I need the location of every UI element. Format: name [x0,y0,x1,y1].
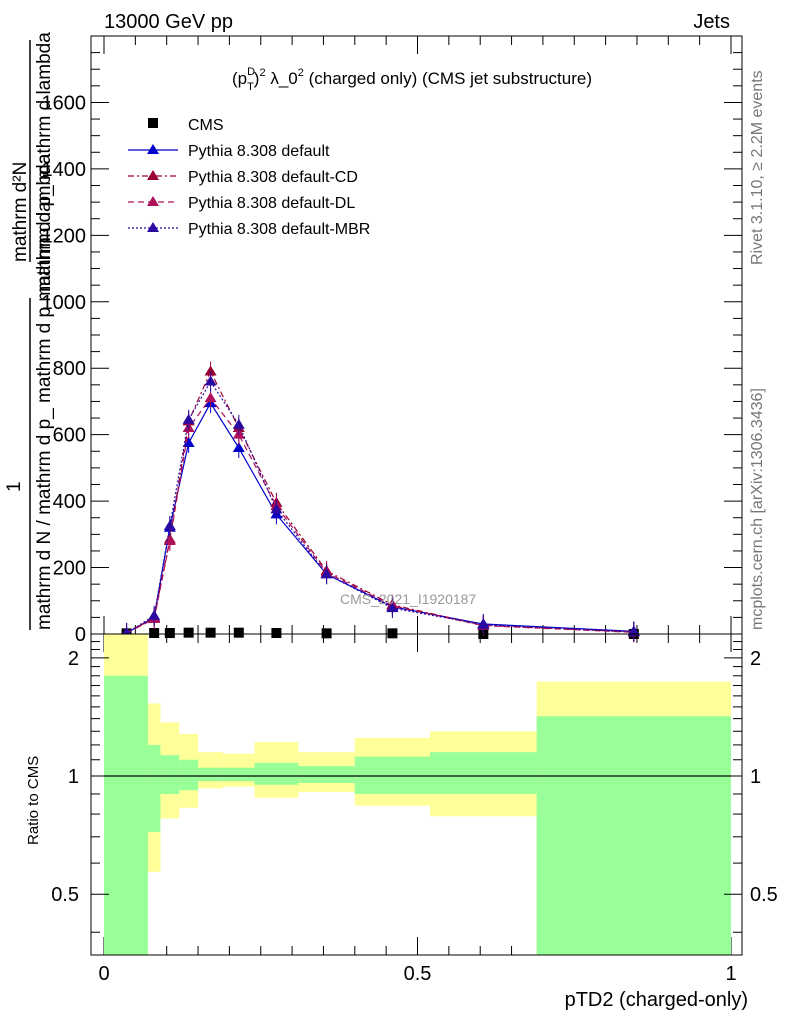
series-marker-mbr [232,418,245,429]
ratio-tick-label-right: 2 [750,648,761,670]
series-marker-mbr [386,602,399,613]
title-sub-t: T [247,81,254,93]
ratio-tick-label-right: 1 [750,766,761,788]
ratio-band-inner [254,762,299,785]
series-marker-mbr [477,618,490,629]
y-tick-label: 600 [53,425,86,447]
series-marker-default [182,436,195,447]
ratio-band-inner [198,767,224,782]
y-tick-label: 1400 [42,159,87,181]
ratio-band-inner [104,675,148,955]
ratio-marks [91,634,742,955]
y-tick-label: 800 [53,358,86,380]
legend-label: Pythia 8.308 default-CD [188,169,358,186]
x-tick-label: 0.5 [404,963,432,985]
cms-data-point [321,628,332,639]
x-axis-label: pTD2 (charged-only) [565,989,748,1011]
ratio-band-inner [147,744,161,833]
header-right: Jets [693,11,730,33]
series-marker-dl [204,392,217,403]
legend: CMS Pythia 8.308 default Pythia 8.308 defa… [128,117,370,238]
ratio-band-inner [430,752,537,794]
title-sup-2: 2 [259,67,265,79]
legend-marker-mbr [147,222,159,232]
series-marker-mbr [320,568,333,579]
ratio-ylabel: Ratio to CMS [25,756,42,845]
x-tick-label: 0 [98,963,109,985]
main-panel: 0 200 400 600 800 1000 1200 1400 1600 [42,35,743,646]
series-marker-mbr [270,503,283,514]
main-marks: 0 200 400 600 800 1000 1200 1400 1600 [42,36,742,646]
mcplots-label: mcplots.cern.ch [arXiv:1306.3436] [749,388,766,630]
ylabel-denom: mathrm d N / mathrm d p_ mathrm d p math… [34,153,55,630]
legend-marker-cd [147,170,159,180]
ratio-band-inner [160,755,180,794]
legend-marker-default [147,144,159,154]
legend-marker-cms [148,118,158,128]
y-tick-label: 1200 [42,225,87,247]
cms-data-point [164,628,175,639]
title-sup-2b: 2 [298,67,304,79]
legend-label: Pythia 8.308 default-DL [188,195,355,212]
cms-data-point [205,627,216,638]
title-part-f: (charged only) (CMS jet substructure) [304,69,592,88]
title-part-b: ) [254,69,260,88]
title-sup-d: D [247,66,255,78]
main-ylabel: mathrm d²N mathrm d p_ mathrm d lambda 1… [4,32,55,630]
legend-label: CMS [188,117,224,134]
ylabel-top-numer: mathrm d²N [10,162,31,262]
series-marker-cd [204,365,217,376]
ratio-tick-label: 1 [68,766,79,788]
y-tick-label: 1000 [42,292,87,314]
title-part-a: (p [232,69,247,88]
legend-marker-dl [147,196,159,206]
y-tick-label: 200 [53,558,86,580]
ratio-band-inner [536,716,731,955]
y-tick-label: 400 [53,491,86,513]
cms-data-point [149,628,160,639]
title-part-d: λ_0 [266,69,298,88]
series-line-mbr [126,380,634,634]
x-tick-label: 1 [725,963,736,985]
legend-label: Pythia 8.308 default-MBR [188,221,370,238]
cms-data-point [183,627,194,638]
header-left: 13000 GeV pp [104,11,233,33]
ratio-band-inner [179,759,199,791]
series-marker-mbr [182,413,195,424]
ratio-tick-label-right: 0.5 [750,884,778,906]
analysis-watermark: CMS_2021_I1920187 [340,591,476,607]
cms-data-point [233,627,244,638]
series-marker-dl [163,534,176,545]
cms-data-point [387,628,398,639]
ratio-band-inner [298,766,355,783]
series-marker-default [232,441,245,452]
series-line-dl [126,397,634,634]
cms-data-point [271,628,282,639]
ratio-panel [90,633,743,956]
y-tick-label: 0 [75,624,86,646]
ratio-frame [90,633,743,956]
ylabel-numer: 1 [4,481,25,492]
series-marker-mbr [163,520,176,531]
ratio-band-inner [354,756,431,794]
chart-title: (pD T)2 λ_02 (charged only) (CMS jet subs… [232,66,592,93]
ratio-band-inner [223,767,255,782]
ylabel-top-denom: mathrm d p_ mathrm d lambda [34,32,55,292]
y-tick-label: 1600 [42,92,87,114]
series-marker-mbr [148,609,161,620]
legend-label: Pythia 8.308 default [188,143,330,160]
series-marker-mbr [204,375,217,386]
ratio-tick-label: 2 [68,648,79,670]
ratio-tick-label: 0.5 [51,884,79,906]
rivet-label: Rivet 3.1.10, ≥ 2.2M events [749,70,766,265]
